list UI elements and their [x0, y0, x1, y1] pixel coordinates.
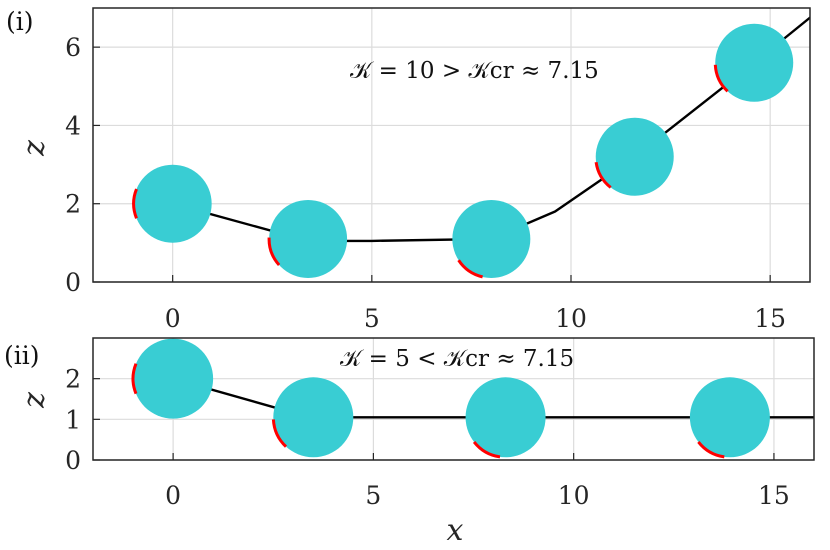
panel-ii-frame	[93, 338, 814, 460]
y-tick-label: 6	[65, 33, 81, 62]
x-tick-label: 0	[165, 304, 181, 333]
particle-marker-i-3	[457, 259, 483, 279]
panel-ii-axes-box	[92, 337, 815, 461]
x-tick-label: 10	[558, 481, 590, 510]
x-tick-label: 10	[555, 304, 587, 333]
panel-i-axes-box	[92, 7, 811, 283]
x-tick-label: 5	[365, 481, 381, 510]
panel-ii: 0 5 10 15 0 1 2 (ii) 𝒦 = 5 < 𝒦cr ≈ 7.15 z x	[4, 337, 815, 548]
panel-i-label: (i)	[6, 7, 34, 36]
panel-ii-plot	[131, 338, 814, 459]
panel-i: 0 5 10 15 0 2 4 6 (i) 𝒦 = 10 > 𝒦cr ≈ 7.15 z	[6, 7, 811, 333]
y-tick-label: 4	[65, 111, 81, 140]
particle-ii-2	[273, 377, 354, 458]
particle-i-3	[452, 199, 531, 278]
particle-marker-ii-3	[472, 440, 501, 459]
y-tick-label: 2	[65, 365, 81, 394]
y-tick-label: 0	[65, 446, 81, 475]
panel-i-annotation: 𝒦 = 10 > 𝒦cr ≈ 7.15	[350, 58, 599, 84]
x-tick-label: 15	[758, 481, 790, 510]
panel-i-ticks: 0 5 10 15 0 2 4 6	[65, 33, 786, 333]
panel-ii-ylabel: z	[17, 392, 52, 409]
particle-marker-ii-4	[697, 440, 725, 459]
panel-ii-ticks: 0 5 10 15 0 1 2	[65, 365, 790, 510]
panel-i-plot	[132, 16, 810, 279]
particle-i-5	[715, 23, 794, 102]
panel-ii-annotation: 𝒦 = 5 < 𝒦cr ≈ 7.15	[340, 346, 574, 372]
particle-i-4	[595, 117, 674, 196]
x-tick-label: 15	[754, 304, 786, 333]
y-tick-label: 2	[65, 190, 81, 219]
particle-i-1	[133, 164, 212, 243]
panel-ii-label: (ii)	[4, 341, 40, 370]
particle-marker-ii-2	[271, 419, 288, 448]
panel-ii-xlabel: x	[447, 513, 464, 548]
particle-marker-ii-1	[131, 363, 138, 395]
panel-i-frame	[93, 8, 810, 282]
y-tick-label: 1	[65, 405, 81, 434]
y-tick-label: 0	[65, 268, 81, 297]
particle-ii-1	[133, 338, 214, 419]
particle-marker-i-2	[267, 237, 281, 267]
particle-i-2	[269, 199, 348, 278]
particle-marker-i-4	[594, 161, 612, 189]
particle-ii-4	[689, 377, 770, 458]
particle-marker-i-1	[132, 188, 138, 219]
particle-ii-3	[465, 377, 546, 458]
x-tick-label: 0	[165, 481, 181, 510]
x-tick-label: 5	[364, 304, 380, 333]
panel-i-ylabel: z	[17, 140, 52, 157]
particle-marker-i-5	[713, 64, 729, 93]
